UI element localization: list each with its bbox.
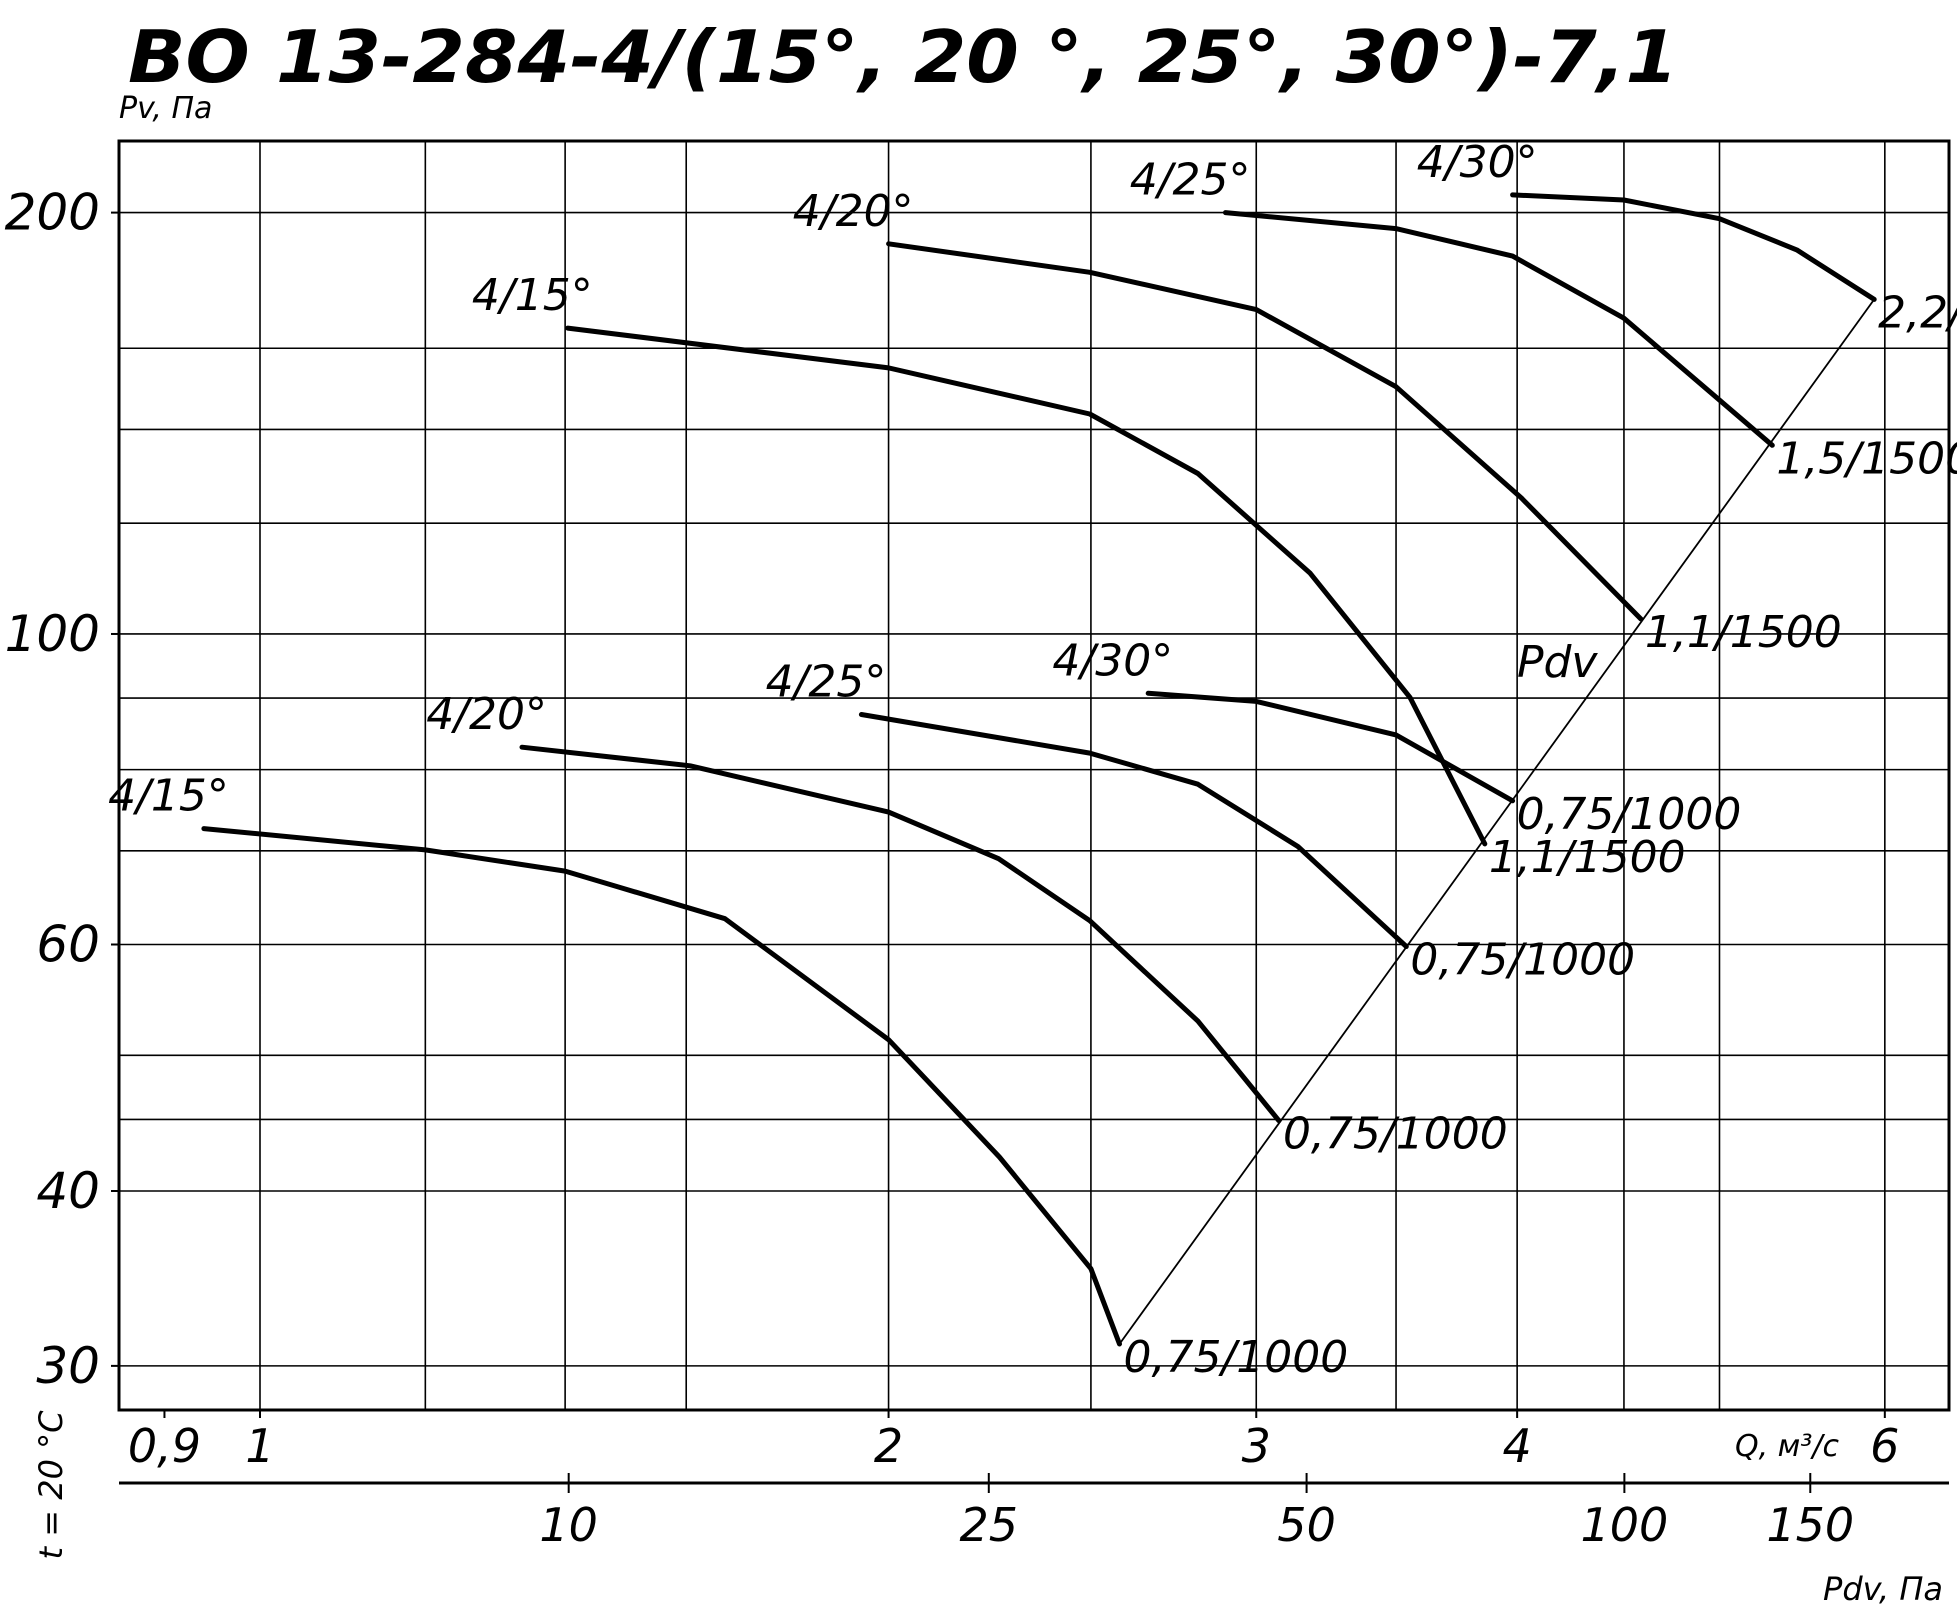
temperature-note: t = 20 °C <box>32 1410 70 1560</box>
performance-curve <box>201 826 1122 1347</box>
curve-name: 4/30° <box>1417 137 1538 188</box>
performance-curve <box>858 712 1409 949</box>
performance-curve <box>1223 210 1775 448</box>
curve-end-label: 0,75/1000 <box>1283 1109 1508 1160</box>
x-axis-title: Q, м³/с <box>1735 1429 1839 1464</box>
curve-name: 4/25° <box>1130 155 1251 206</box>
x2-tick-label: 50 <box>1277 1498 1336 1552</box>
curve-end-label: 1,5/1500 <box>1776 433 1957 484</box>
x-tick-label: 2 <box>874 1419 903 1473</box>
pdv-line-label: Pdv <box>1517 637 1598 688</box>
x2-axis-title: Pdv, Па <box>1823 1570 1943 1608</box>
x-tick-label: 1 <box>245 1419 274 1473</box>
x2-tick-label: 25 <box>960 1498 1019 1552</box>
y-axis-title: Pv, Па <box>119 91 212 126</box>
x2-tick-label: 150 <box>1766 1498 1854 1552</box>
curve-end-label: 0,75/1000 <box>1517 789 1742 840</box>
y-tick-label: 30 <box>36 1337 100 1395</box>
curve-name: 4/15° <box>108 771 229 822</box>
y-tick-label: 100 <box>5 605 100 663</box>
pdv-line <box>1118 298 1875 1345</box>
performance-curve <box>565 325 1488 847</box>
y-tick-label: 200 <box>5 184 100 242</box>
curve-end-label: 1,1/1500 <box>1645 607 1842 658</box>
x2-tick-label: 10 <box>539 1498 598 1552</box>
performance-curve <box>886 241 1644 622</box>
x-tick-label: 0,9 <box>128 1419 201 1473</box>
x-tick-label: 6 <box>1870 1419 1899 1473</box>
y-tick-label: 60 <box>36 916 100 974</box>
chart-title: ВО 13-284-4/(15°, 20 °, 25°, 30°)-7,1 <box>128 15 1678 99</box>
plot-frame <box>117 139 1951 1412</box>
performance-curve <box>1145 690 1516 804</box>
x-tick-label: 3 <box>1242 1419 1271 1473</box>
curve-name: 4/25° <box>766 656 887 707</box>
curve-name: 4/15° <box>472 270 593 321</box>
curve-end-label: 0,75/1000 <box>1123 1332 1348 1383</box>
performance-curve <box>519 744 1282 1124</box>
x2-tick-label: 100 <box>1580 1498 1668 1552</box>
x-tick-label: 4 <box>1502 1419 1531 1473</box>
y-tick-label: 40 <box>36 1162 100 1220</box>
curve-end-label: 2,2/1500 <box>1878 287 1957 338</box>
curve-name: 4/30° <box>1052 635 1173 686</box>
performance-curve <box>1510 192 1877 302</box>
curve-name: 4/20° <box>793 186 914 237</box>
curve-end-label: 1,1/1500 <box>1489 832 1686 883</box>
curve-name: 4/20° <box>426 689 547 740</box>
curve-end-label: 0,75/1000 <box>1410 935 1635 986</box>
